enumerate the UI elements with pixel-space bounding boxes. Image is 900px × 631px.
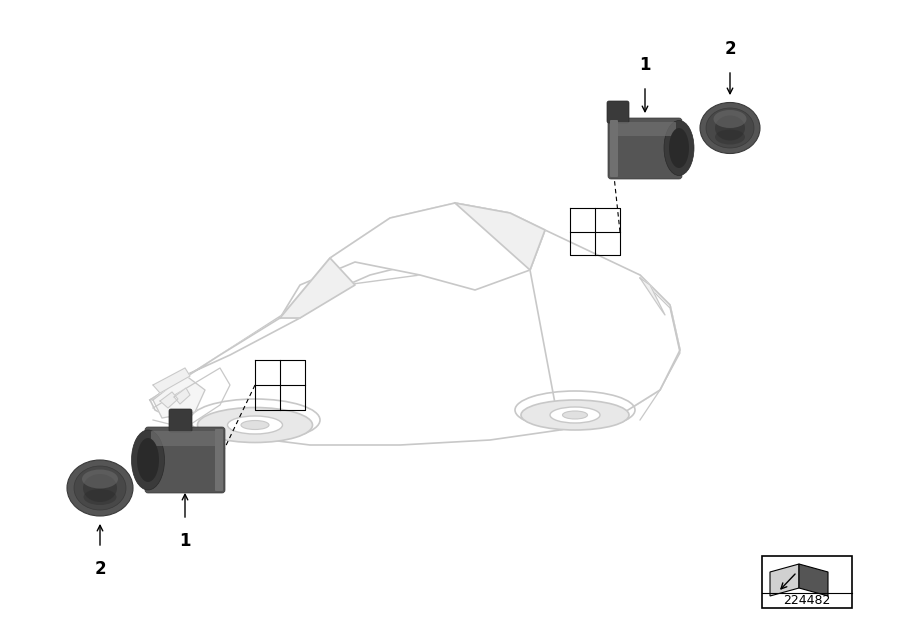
Polygon shape	[455, 203, 545, 270]
Ellipse shape	[190, 399, 320, 441]
Ellipse shape	[550, 407, 600, 423]
FancyBboxPatch shape	[614, 122, 676, 136]
Ellipse shape	[562, 411, 588, 419]
Polygon shape	[150, 318, 300, 400]
Ellipse shape	[714, 110, 746, 128]
FancyBboxPatch shape	[151, 431, 219, 446]
Ellipse shape	[241, 420, 269, 430]
FancyBboxPatch shape	[608, 118, 682, 179]
Ellipse shape	[715, 115, 745, 141]
Ellipse shape	[82, 469, 118, 488]
Ellipse shape	[715, 129, 745, 144]
Bar	[762, 556, 852, 608]
Text: 1: 1	[639, 56, 651, 74]
Ellipse shape	[67, 460, 133, 516]
Ellipse shape	[137, 438, 159, 482]
Ellipse shape	[669, 128, 689, 168]
Text: 2: 2	[94, 560, 106, 578]
Polygon shape	[280, 258, 355, 318]
FancyBboxPatch shape	[610, 120, 618, 177]
Ellipse shape	[700, 102, 760, 153]
Ellipse shape	[521, 400, 629, 430]
Ellipse shape	[84, 489, 116, 505]
Ellipse shape	[74, 466, 126, 510]
Polygon shape	[153, 368, 190, 393]
Ellipse shape	[131, 430, 165, 490]
Ellipse shape	[706, 108, 754, 148]
Polygon shape	[280, 203, 545, 318]
Polygon shape	[640, 278, 665, 315]
FancyBboxPatch shape	[607, 101, 629, 123]
Text: 1: 1	[179, 532, 191, 550]
FancyBboxPatch shape	[169, 409, 192, 432]
Polygon shape	[770, 564, 799, 596]
Polygon shape	[799, 564, 828, 596]
Text: 2: 2	[724, 40, 736, 58]
Polygon shape	[150, 255, 680, 445]
Ellipse shape	[515, 391, 635, 429]
Polygon shape	[153, 375, 205, 418]
FancyBboxPatch shape	[215, 429, 223, 491]
Ellipse shape	[228, 416, 283, 434]
Ellipse shape	[664, 121, 694, 175]
Text: 224482: 224482	[783, 594, 831, 608]
Polygon shape	[160, 392, 178, 408]
Polygon shape	[530, 230, 680, 430]
Ellipse shape	[83, 474, 117, 502]
Polygon shape	[174, 388, 190, 404]
FancyBboxPatch shape	[145, 427, 225, 493]
Ellipse shape	[197, 408, 312, 442]
